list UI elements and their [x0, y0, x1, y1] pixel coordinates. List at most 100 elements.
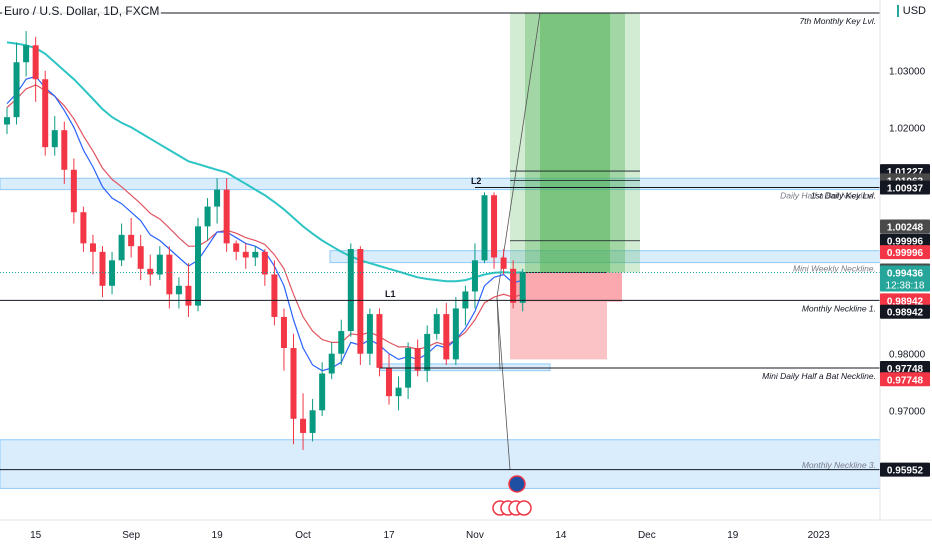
projection-mid — [496, 297, 501, 370]
ema-mid-line — [6, 84, 523, 350]
price-tag-text-12: 0.95952 — [887, 466, 924, 477]
x-tick-label-4: 17 — [383, 530, 395, 541]
candle-body — [70, 169, 77, 213]
price-tag-text-10: 0.97748 — [887, 364, 924, 375]
pattern-label-0: L1 — [385, 289, 396, 299]
candle-body — [519, 272, 526, 303]
candle-body — [471, 260, 478, 292]
currency-button[interactable]: USD — [896, 5, 926, 17]
x-tick-label-1: Sep — [122, 530, 140, 541]
candle-body — [414, 348, 421, 371]
candle-body — [366, 314, 373, 354]
price-tag-text-4: 0.99996 — [887, 237, 924, 248]
candle-body — [433, 314, 440, 334]
price-tag-text-11: 0.97748 — [887, 375, 924, 386]
price-labels-layer: 1.012271.010631.009371.002480.999960.999… — [880, 164, 930, 477]
zone-label-0: Daily Half a Bat Neckline. — [780, 191, 876, 201]
candle-body — [300, 418, 307, 433]
x-tick-label-0: 15 — [30, 530, 42, 541]
candle-body — [223, 189, 230, 244]
price-tag-text-9: 0.98942 — [887, 308, 924, 319]
candle-body — [89, 243, 96, 252]
price-tag-10 — [880, 360, 930, 375]
candle-body — [395, 387, 402, 397]
candle-body — [347, 249, 354, 332]
position-layer — [496, 12, 640, 470]
candle-body — [290, 348, 297, 419]
candle-body — [481, 195, 488, 261]
candle-body — [166, 254, 173, 295]
price-tag-4 — [880, 233, 930, 248]
candle-body — [214, 189, 221, 207]
y-tick-label-1: 1.02000 — [889, 123, 926, 134]
projection-up — [496, 12, 541, 298]
profit-band-0 — [510, 13, 640, 273]
candle-body — [137, 246, 144, 269]
zone-label-3: Monthly Neckline 3. — [802, 460, 876, 470]
loss-zone-near — [510, 272, 622, 302]
price-tag-countdown: 12:38:18 — [886, 280, 925, 291]
candle-body — [4, 117, 10, 125]
candle-body — [376, 314, 383, 368]
candle-body — [319, 373, 326, 411]
candle-body — [118, 234, 125, 261]
price-tag-text-8: 0.98942 — [887, 296, 924, 307]
candle-body — [309, 410, 316, 433]
candle-body — [32, 45, 39, 80]
candles-layer — [4, 31, 526, 450]
price-tag-text-7: 0.99436 — [887, 268, 924, 279]
candle-body — [424, 333, 431, 371]
level-label-0: 7th Monthly Key Lvl. — [799, 16, 876, 26]
price-tag-3 — [880, 219, 930, 234]
price-tag-text-3: 1.00248 — [887, 222, 924, 233]
candle-body — [109, 260, 116, 286]
price-tag-text-2: 1.00937 — [887, 183, 924, 194]
candle-body — [338, 331, 345, 354]
candle-body — [233, 243, 240, 252]
level-label-3: Mini Daily Half a Bat Neckline. — [762, 371, 876, 381]
candle-body — [386, 367, 392, 397]
sma-slow-line — [6, 41, 523, 283]
candle-body — [185, 285, 192, 306]
price-tag-5 — [880, 245, 930, 260]
candle-body — [271, 274, 278, 317]
candle-body — [99, 251, 106, 286]
candle-body — [357, 249, 364, 354]
us-flag-icon — [516, 500, 532, 516]
candle-body — [328, 353, 335, 374]
candle-body — [280, 316, 287, 349]
chart-title: Euro / U.S. Dollar, 1D, FXCM — [2, 4, 162, 18]
time-axis — [0, 520, 932, 550]
zones-layer: Daily Half a Bat Neckline. Mini Weekly Ne… — [0, 177, 881, 489]
candle-body — [195, 226, 201, 306]
x-tick-label-6: 14 — [555, 530, 567, 541]
x-tick-label-2: 19 — [212, 530, 224, 541]
candle-body — [242, 251, 249, 258]
candle-body — [13, 62, 20, 118]
candle-body — [510, 268, 517, 303]
eu-flag-icon — [508, 475, 526, 493]
x-tick-label-7: Dec — [638, 530, 656, 541]
price-tag-12 — [880, 462, 930, 477]
profit-band-2 — [540, 13, 610, 273]
level-label-2: Monthly Neckline 1. — [802, 303, 876, 313]
candle-body — [23, 45, 30, 63]
y-tick-label-0: 1.03000 — [889, 67, 926, 78]
projection-down — [496, 297, 511, 470]
price-tag-2 — [880, 180, 930, 195]
candle-body — [261, 251, 268, 275]
price-tag-text-0: 1.01227 — [887, 167, 924, 178]
x-tick-label-8: 19 — [727, 530, 739, 541]
candle-body — [42, 79, 49, 148]
candle-body — [491, 195, 498, 258]
candle-body — [156, 254, 163, 275]
candle-body — [204, 206, 211, 227]
level-label-1: 1st Daily Key Lvl. — [811, 190, 876, 200]
x-tick-label-5: Nov — [466, 530, 484, 541]
price-tag-8 — [880, 293, 930, 308]
candle-body — [80, 212, 87, 244]
profit-band-1 — [525, 13, 625, 273]
price-tag-7 — [880, 265, 930, 292]
pattern-label-1: L2 — [471, 176, 482, 186]
